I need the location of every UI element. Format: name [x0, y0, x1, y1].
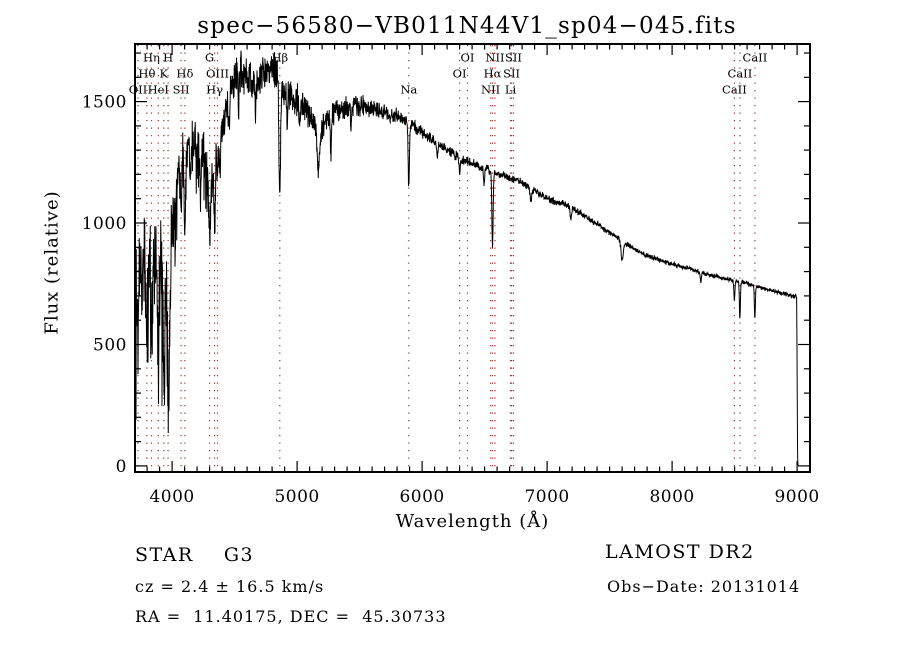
- spectral-marker-label: K: [160, 67, 169, 81]
- spectral-marker-label: OI: [461, 51, 475, 65]
- spectral-marker-label: Hγ: [206, 83, 223, 97]
- spectral-marker-label: OI: [453, 67, 467, 81]
- y-tick-label: 500: [93, 336, 127, 356]
- annotation-cz: cz = 2.4 ± 16.5 km/s: [135, 577, 325, 596]
- spectral-marker-label: Hδ: [176, 67, 193, 81]
- spectral-marker-label: G: [205, 51, 214, 65]
- spectral-marker-label: HeI: [148, 83, 169, 97]
- spectral-marker-label: NII: [481, 83, 500, 97]
- annotation-survey: LAMOST DR2: [605, 541, 755, 563]
- spectral-marker-label: OIII: [206, 67, 229, 81]
- spectral-marker-label: NII: [485, 51, 504, 65]
- y-tick-label: 1000: [82, 214, 127, 234]
- y-tick-label: 0: [116, 457, 127, 477]
- annotation-object-class: STAR G3: [135, 544, 255, 566]
- y-tick-label: 1500: [82, 93, 127, 113]
- spectral-marker-label: CaII: [722, 83, 747, 97]
- spectral-marker-label: Hθ: [138, 67, 155, 81]
- y-axis-label: Flux (relative): [41, 190, 63, 335]
- x-tick-label: 4000: [149, 487, 194, 507]
- spectral-marker-label: Hα: [484, 67, 502, 81]
- spectral-marker-label: CaII: [743, 51, 768, 65]
- x-axis-label: Wavelength (Å): [395, 511, 550, 532]
- spectral-marker-label: Hβ: [271, 51, 288, 65]
- x-tick-label: 5000: [274, 487, 319, 507]
- plot-frame: [134, 43, 811, 473]
- x-tick-label: 8000: [649, 487, 694, 507]
- spectral-marker-label: Li: [505, 83, 517, 97]
- spectral-marker-label: SII: [173, 83, 190, 97]
- spectral-marker-label: Hη: [143, 51, 160, 65]
- spectral-marker-label: OII: [129, 83, 148, 97]
- annotation-radec: RA = 11.40175, DEC = 45.30733: [135, 607, 447, 626]
- spectral-marker-label: CaII: [728, 67, 753, 81]
- x-tick-label: 6000: [399, 487, 444, 507]
- spectral-marker-label: H: [163, 51, 173, 65]
- spectrum-line: [135, 50, 799, 466]
- x-tick-label: 9000: [774, 487, 819, 507]
- chart-title: spec−56580−VB011N44V1_sp04−045.fits: [197, 13, 737, 39]
- spectral-marker-label: Na: [400, 83, 417, 97]
- annotation-obsdate: Obs−Date: 20131014: [607, 577, 801, 596]
- spectral-marker-label: SII: [503, 67, 520, 81]
- x-tick-label: 7000: [524, 487, 569, 507]
- spectral-marker-label: SII: [505, 51, 522, 65]
